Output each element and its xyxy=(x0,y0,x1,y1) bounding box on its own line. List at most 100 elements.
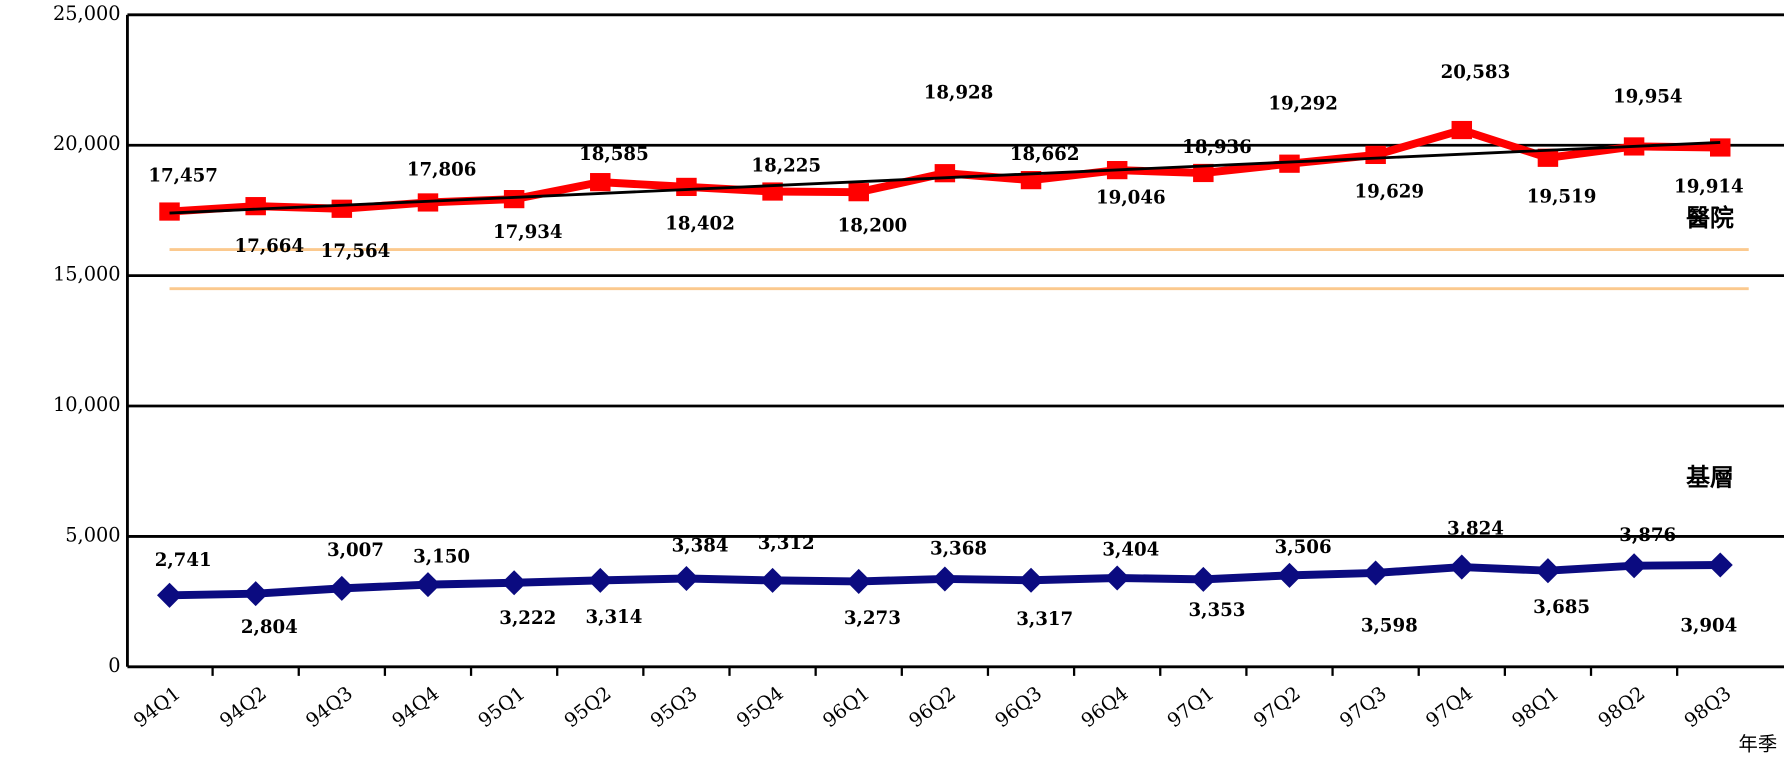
x-axis-label: 年季 xyxy=(1739,732,1778,755)
x-tick-label: 97Q1 xyxy=(1163,682,1219,733)
y-tick-label: 15,000 xyxy=(53,263,121,286)
y-tick-label: 0 xyxy=(108,654,120,677)
marker xyxy=(590,173,611,192)
value-label: 18,928 xyxy=(924,83,994,104)
series-name: 醫院 xyxy=(1686,204,1734,232)
marker xyxy=(760,567,786,593)
marker xyxy=(331,199,353,218)
value-label: 18,662 xyxy=(1010,144,1080,165)
marker xyxy=(587,567,613,593)
marker xyxy=(1193,163,1214,183)
value-label: 17,457 xyxy=(148,165,218,186)
x-tick-label: 95Q4 xyxy=(732,682,788,733)
x-tick-label: 95Q1 xyxy=(474,682,530,733)
x-tick-label: 96Q2 xyxy=(904,682,960,733)
marker xyxy=(676,177,697,197)
y-tick-label: 10,000 xyxy=(53,393,121,416)
x-tick-label: 95Q2 xyxy=(560,682,616,733)
value-label: 19,629 xyxy=(1354,181,1424,202)
value-label: 19,046 xyxy=(1096,188,1166,209)
x-tick-label: 95Q3 xyxy=(646,682,702,733)
marker xyxy=(245,197,266,216)
value-label: 3,506 xyxy=(1275,537,1332,558)
value-label: 18,200 xyxy=(838,215,908,236)
value-label: 20,583 xyxy=(1441,62,1511,83)
series-name: 基層 xyxy=(1686,464,1734,492)
marker xyxy=(1451,120,1473,140)
marker xyxy=(1020,171,1042,190)
x-tick-label: 94Q3 xyxy=(301,682,357,733)
x-tick-label: 96Q4 xyxy=(1077,682,1133,733)
marker xyxy=(1621,553,1647,579)
value-label: 18,225 xyxy=(751,155,821,176)
value-label: 19,954 xyxy=(1613,87,1683,108)
x-tick-label: 98Q1 xyxy=(1507,682,1563,733)
marker xyxy=(243,581,269,607)
x-tick-label: 98Q3 xyxy=(1680,682,1736,733)
marker xyxy=(1537,148,1559,167)
marker xyxy=(1279,154,1300,173)
marker xyxy=(1449,554,1475,580)
x-tick-label: 97Q3 xyxy=(1335,682,1391,733)
x-tick-label: 96Q1 xyxy=(818,682,874,733)
value-label: 19,519 xyxy=(1527,187,1597,208)
marker xyxy=(329,575,355,601)
x-tick-label: 98Q2 xyxy=(1594,682,1650,733)
value-label: 3,368 xyxy=(930,538,987,559)
marker xyxy=(1104,565,1130,591)
marker xyxy=(415,572,441,598)
marker xyxy=(932,566,958,592)
value-label: 3,273 xyxy=(844,608,901,629)
value-label: 2,804 xyxy=(241,617,298,638)
value-label: 3,312 xyxy=(758,533,815,554)
x-tick-label: 96Q3 xyxy=(991,682,1047,733)
trend-line xyxy=(169,141,1721,215)
marker xyxy=(159,202,180,221)
value-label: 18,585 xyxy=(579,144,649,165)
value-label: 18,936 xyxy=(1182,137,1252,158)
marker xyxy=(846,568,872,594)
value-label: 19,914 xyxy=(1674,176,1744,197)
marker xyxy=(1535,558,1561,584)
value-label: 2,741 xyxy=(155,550,212,571)
value-label: 18,402 xyxy=(665,213,735,234)
marker xyxy=(1276,562,1303,588)
value-label: 17,664 xyxy=(235,236,305,257)
marker xyxy=(1365,145,1386,165)
x-tick-label: 94Q2 xyxy=(215,682,271,733)
x-tick-label: 97Q2 xyxy=(1249,682,1305,733)
marker xyxy=(673,566,699,592)
value-label: 3,404 xyxy=(1102,540,1159,561)
marker xyxy=(1190,566,1216,592)
y-tick-label: 5,000 xyxy=(65,523,120,546)
value-label: 3,007 xyxy=(327,540,384,561)
value-label: 3,314 xyxy=(585,607,642,628)
marker xyxy=(1707,552,1733,578)
value-label: 3,685 xyxy=(1533,597,1590,618)
marker xyxy=(157,582,183,608)
x-tick-label: 94Q4 xyxy=(388,682,444,733)
value-label: 3,876 xyxy=(1619,525,1676,546)
x-tick-label: 97Q4 xyxy=(1421,682,1477,733)
value-label: 3,222 xyxy=(499,608,556,629)
value-label: 3,353 xyxy=(1189,600,1246,621)
value-label: 3,904 xyxy=(1680,615,1737,636)
value-label: 3,824 xyxy=(1447,519,1504,540)
value-label: 17,934 xyxy=(493,222,563,243)
marker xyxy=(1363,560,1389,586)
marker xyxy=(503,190,525,209)
y-tick-label: 25,000 xyxy=(53,2,121,25)
value-label: 19,292 xyxy=(1268,94,1338,115)
value-label: 3,317 xyxy=(1016,609,1073,630)
value-label: 17,564 xyxy=(321,241,391,262)
marker xyxy=(934,164,956,183)
marker xyxy=(1018,567,1044,593)
value-label: 17,806 xyxy=(407,160,477,181)
marker xyxy=(848,183,869,202)
value-label: 3,384 xyxy=(672,536,729,557)
marker xyxy=(501,570,527,596)
value-label: 3,598 xyxy=(1361,615,1418,636)
value-label: 3,150 xyxy=(413,546,470,567)
marker xyxy=(1710,138,1731,157)
